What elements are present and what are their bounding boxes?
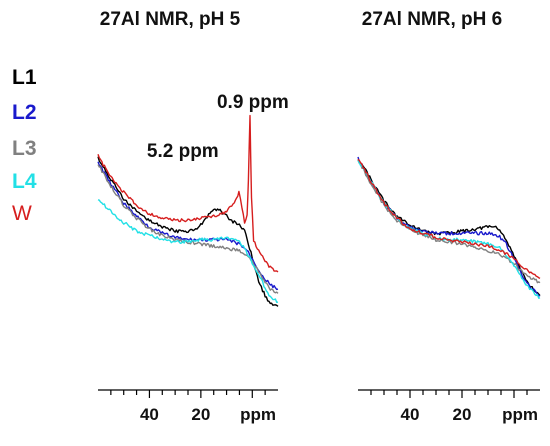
x-axis-label: ppm	[502, 405, 538, 424]
x-axis-label: ppm	[240, 405, 276, 424]
panel-title: 27Al NMR, pH 5	[100, 9, 241, 30]
panel-title: 27Al NMR, pH 6	[362, 9, 502, 30]
legend-entry-l2: L2	[12, 101, 37, 124]
series-line-l4	[357, 160, 541, 299]
series-line-l1	[357, 159, 541, 297]
legend-entry-w: W	[12, 202, 32, 225]
series-line-l2	[357, 156, 541, 297]
series-line-l4	[97, 199, 279, 303]
series-line-w	[97, 114, 279, 273]
x-tick-label: 20	[453, 405, 472, 424]
x-tick-label: 40	[140, 405, 159, 424]
legend-entry-l3: L3	[12, 137, 37, 160]
legend-entry-l4: L4	[12, 170, 37, 193]
panel-ph6: 27Al NMR, pH 6 40 20 ppm	[357, 9, 541, 424]
series-line-w	[357, 158, 541, 280]
peak-annotation: 0.9 ppm	[217, 92, 289, 113]
x-tick-label: 20	[191, 405, 210, 424]
peak-annotation: 5.2 ppm	[147, 141, 219, 162]
panel-ph5: 27Al NMR, pH 5 40 20 ppm 5.2 ppm 0.9 ppm	[97, 9, 289, 424]
series-line-l1	[97, 156, 279, 307]
legend-entry-l1: L1	[12, 66, 37, 89]
x-tick-label: 40	[401, 405, 420, 424]
